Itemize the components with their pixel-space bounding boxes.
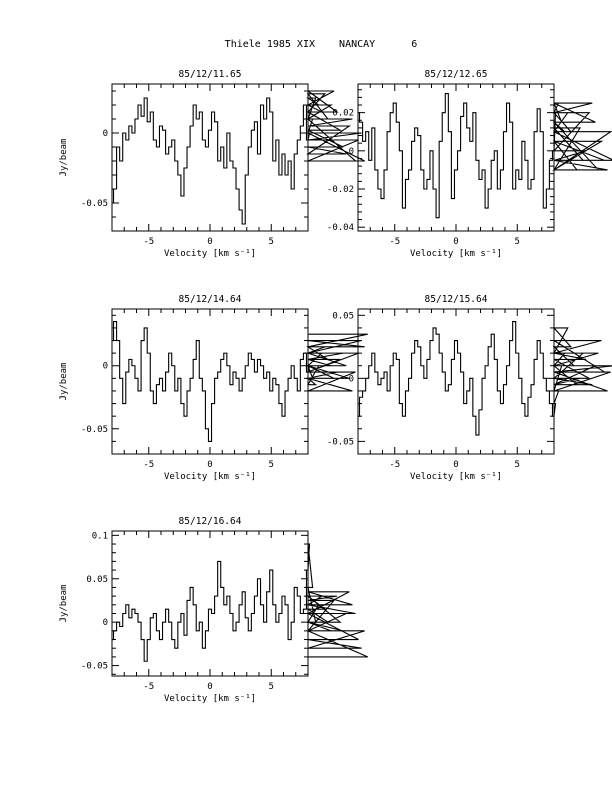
panel-3 [111, 308, 368, 455]
panel-title: 85/12/15.64 [425, 294, 488, 305]
y-tick-label: -0.04 [327, 223, 354, 233]
panel-title: 85/12/11.65 [179, 69, 242, 80]
x-axis-label: Velocity [km s⁻¹] [164, 472, 256, 482]
y-axis-label: Jy/beam [59, 363, 69, 401]
y-tick-label: 0 [349, 147, 354, 157]
y-tick-label: 0 [103, 129, 108, 139]
spectrum-line [112, 321, 368, 442]
panel-4 [357, 308, 612, 455]
panel-1 [111, 83, 365, 232]
spectrum-line [358, 93, 612, 219]
x-tick-label: 0 [207, 237, 212, 247]
x-tick-label: 5 [269, 682, 274, 692]
y-tick-label: -0.05 [81, 425, 108, 435]
y-tick-label: 0 [349, 374, 354, 384]
x-tick-label: -5 [389, 460, 400, 470]
x-axis-label: Velocity [km s⁻¹] [410, 249, 502, 259]
panel-title: 85/12/14.64 [179, 294, 242, 305]
spectrum-line [112, 543, 368, 662]
y-tick-label: 0 [103, 618, 108, 628]
x-tick-label: -5 [143, 460, 154, 470]
y-axis-label: Jy/beam [59, 139, 69, 177]
x-axis-label: Velocity [km s⁻¹] [164, 694, 256, 704]
x-tick-label: 5 [269, 460, 274, 470]
x-tick-label: 5 [269, 237, 274, 247]
x-tick-label: 0 [453, 460, 458, 470]
y-tick-label: -0.05 [81, 199, 108, 209]
x-tick-label: 0 [453, 237, 458, 247]
y-tick-label: -0.02 [327, 185, 354, 195]
x-tick-label: -5 [143, 682, 154, 692]
x-tick-label: -5 [143, 237, 154, 247]
y-tick-label: 0.05 [332, 311, 354, 321]
panel-title: 85/12/16.64 [179, 516, 242, 527]
plot-frame [111, 530, 309, 677]
page-title: Thiele 1985 XIX NANCAY 6 [225, 39, 418, 50]
y-tick-label: 0 [103, 362, 108, 372]
x-tick-label: 0 [207, 460, 212, 470]
spectrum-line [112, 90, 365, 225]
x-axis-label: Velocity [km s⁻¹] [164, 249, 256, 259]
x-tick-label: -5 [389, 237, 400, 247]
x-tick-label: 0 [207, 682, 212, 692]
x-tick-label: 5 [515, 460, 520, 470]
panel-5 [111, 530, 368, 677]
y-tick-label: 0.05 [86, 575, 108, 585]
x-tick-label: 5 [515, 237, 520, 247]
spectrum-line [358, 321, 612, 436]
y-tick-label: -0.05 [327, 437, 354, 447]
y-tick-label: -0.05 [81, 662, 108, 672]
x-axis-label: Velocity [km s⁻¹] [410, 472, 502, 482]
y-tick-label: 0.1 [92, 531, 108, 541]
y-tick-label: 0.02 [332, 109, 354, 119]
y-axis-label: Jy/beam [59, 585, 69, 623]
panel-2 [357, 83, 612, 232]
panel-title: 85/12/12.65 [425, 69, 488, 80]
